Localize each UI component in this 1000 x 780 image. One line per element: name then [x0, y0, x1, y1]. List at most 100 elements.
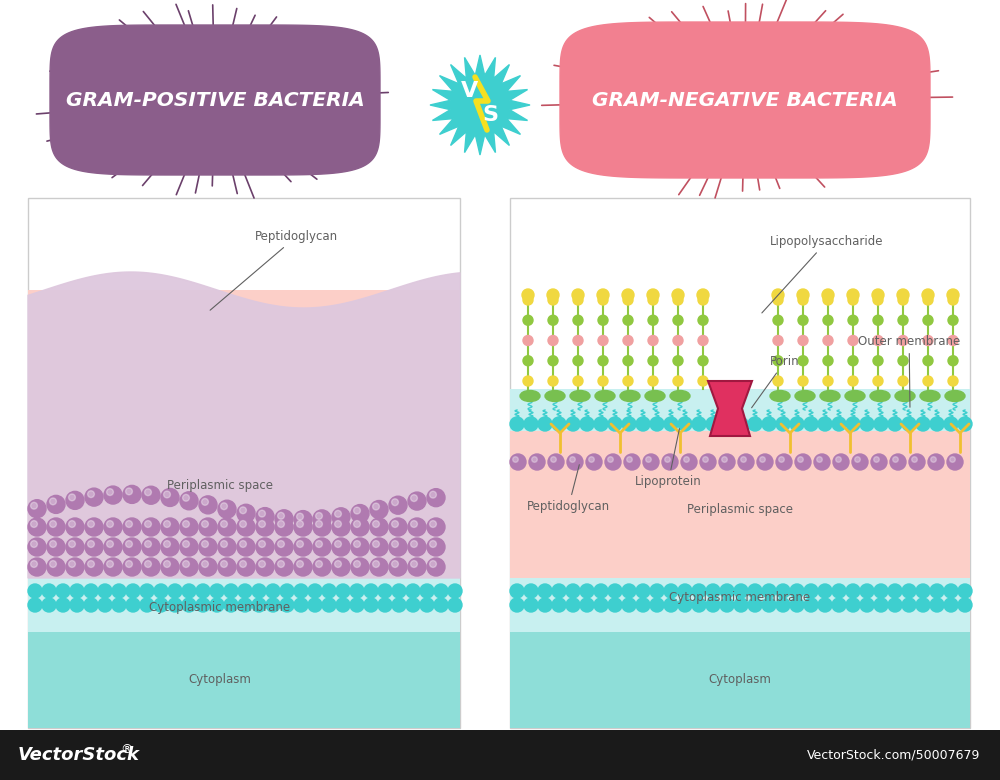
Text: Lipopolysaccharide: Lipopolysaccharide — [762, 235, 884, 313]
Circle shape — [664, 598, 678, 612]
Circle shape — [923, 356, 933, 366]
Circle shape — [350, 598, 364, 612]
Circle shape — [958, 584, 972, 598]
Text: Cytoplasm: Cytoplasm — [709, 673, 771, 686]
Circle shape — [898, 335, 908, 346]
Circle shape — [336, 584, 350, 598]
Circle shape — [28, 598, 42, 612]
Circle shape — [573, 356, 583, 366]
Circle shape — [351, 538, 369, 556]
Circle shape — [552, 417, 566, 431]
Circle shape — [673, 315, 683, 325]
Circle shape — [748, 417, 762, 431]
Circle shape — [912, 457, 917, 463]
Ellipse shape — [820, 391, 840, 402]
Circle shape — [650, 598, 664, 612]
Circle shape — [848, 376, 858, 386]
Circle shape — [678, 417, 692, 431]
Circle shape — [47, 538, 65, 556]
Circle shape — [548, 356, 558, 366]
Circle shape — [523, 376, 533, 386]
Circle shape — [199, 518, 217, 536]
Circle shape — [773, 315, 783, 325]
Circle shape — [832, 417, 846, 431]
Circle shape — [210, 584, 224, 598]
Ellipse shape — [770, 391, 790, 402]
Circle shape — [947, 289, 959, 301]
Circle shape — [427, 558, 445, 576]
Circle shape — [370, 538, 388, 556]
Circle shape — [909, 454, 925, 470]
Circle shape — [776, 598, 790, 612]
Circle shape — [183, 561, 189, 567]
Circle shape — [392, 541, 398, 548]
Circle shape — [719, 454, 735, 470]
Ellipse shape — [870, 391, 890, 402]
Circle shape — [948, 295, 958, 305]
Circle shape — [104, 518, 122, 536]
Circle shape — [434, 584, 448, 598]
Circle shape — [332, 508, 350, 526]
Circle shape — [183, 541, 189, 548]
Circle shape — [69, 520, 75, 527]
Polygon shape — [708, 381, 752, 436]
Circle shape — [872, 289, 884, 301]
Circle shape — [697, 289, 709, 301]
Circle shape — [580, 584, 594, 598]
Circle shape — [573, 376, 583, 386]
Circle shape — [240, 561, 246, 567]
Circle shape — [860, 598, 874, 612]
Circle shape — [523, 356, 533, 366]
Circle shape — [218, 558, 236, 576]
Circle shape — [256, 508, 274, 526]
Circle shape — [259, 561, 265, 567]
Circle shape — [648, 376, 658, 386]
Circle shape — [798, 335, 808, 346]
Bar — [28, 290, 460, 578]
Circle shape — [88, 491, 94, 498]
Circle shape — [408, 558, 426, 576]
Text: Cytoplasm: Cytoplasm — [189, 673, 251, 686]
Circle shape — [871, 454, 887, 470]
Circle shape — [860, 417, 874, 431]
Polygon shape — [28, 272, 460, 578]
Circle shape — [597, 289, 609, 301]
Text: Cytoplasmic membrane: Cytoplasmic membrane — [669, 591, 811, 604]
Circle shape — [237, 505, 255, 523]
Circle shape — [566, 584, 580, 598]
Circle shape — [776, 584, 790, 598]
Circle shape — [297, 520, 303, 527]
Circle shape — [930, 584, 944, 598]
Circle shape — [221, 541, 227, 548]
Circle shape — [221, 520, 227, 527]
Circle shape — [665, 457, 670, 463]
Circle shape — [681, 454, 697, 470]
Text: VectorStock.com/50007679: VectorStock.com/50007679 — [807, 749, 980, 761]
Circle shape — [873, 356, 883, 366]
Text: VectorStock: VectorStock — [18, 746, 140, 764]
Circle shape — [322, 598, 336, 612]
Circle shape — [958, 417, 972, 431]
Circle shape — [88, 520, 94, 527]
Circle shape — [266, 584, 280, 598]
Circle shape — [772, 289, 784, 301]
Circle shape — [199, 538, 217, 556]
Circle shape — [648, 356, 658, 366]
Circle shape — [646, 457, 651, 463]
Circle shape — [336, 598, 350, 612]
Ellipse shape — [670, 391, 690, 402]
Circle shape — [123, 485, 141, 503]
Circle shape — [275, 538, 293, 556]
Circle shape — [643, 454, 659, 470]
Circle shape — [580, 417, 594, 431]
Circle shape — [140, 598, 154, 612]
Circle shape — [378, 598, 392, 612]
Bar — [510, 578, 970, 632]
Circle shape — [700, 454, 716, 470]
Circle shape — [698, 295, 708, 305]
Circle shape — [275, 558, 293, 576]
Circle shape — [294, 558, 312, 576]
Bar — [510, 389, 970, 431]
Circle shape — [706, 584, 720, 598]
Circle shape — [50, 541, 56, 548]
